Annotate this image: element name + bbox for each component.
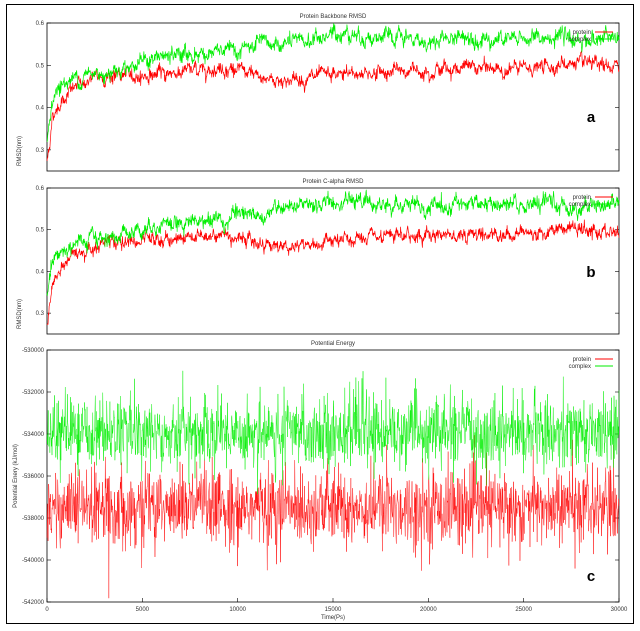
y-tick-label: -530000 xyxy=(22,348,45,354)
x-tick-label: 0 xyxy=(45,607,49,613)
y-tick-label: 0.3 xyxy=(36,148,45,154)
y-tick-label: -538000 xyxy=(22,516,45,522)
series-line-complex xyxy=(46,23,620,142)
panel-letter-a: a xyxy=(587,109,596,126)
x-tick-label: 30000 xyxy=(611,607,628,613)
panel-b: Protein C-alpha RMSD 0.3 0.4 0.5 0.6 RMSD(nm)… xyxy=(17,179,620,335)
panel-c: Potential Energy -530000 -532000 -534000 -53… xyxy=(13,341,628,621)
chart-title: Potential Energy xyxy=(311,341,355,347)
panel-a: Protein Backbone RMSD 0.3 0.4 0.5 0.6 RMSD(nm… xyxy=(17,14,620,172)
y-tick-label: -532000 xyxy=(22,390,45,396)
y-tick-label: 0.6 xyxy=(36,21,45,27)
y-tick-label: 0.5 xyxy=(36,63,45,69)
x-tick-label: 25000 xyxy=(515,607,532,613)
y-axis-label: Potential Enery (kJ/mol) xyxy=(13,444,19,508)
y-tick-label: 0.5 xyxy=(36,228,45,234)
series-line-protein xyxy=(46,434,620,599)
y-tick-label: -534000 xyxy=(22,432,45,438)
series-line-protein xyxy=(46,50,620,161)
x-tick-label: 20000 xyxy=(420,607,437,613)
plot-frame xyxy=(46,187,620,335)
series-line-complex xyxy=(46,189,620,296)
y-axis-label: RMSD(nm) xyxy=(17,299,23,329)
legend-label-complex: complex xyxy=(569,364,591,370)
chart-title: Protein Backbone RMSD xyxy=(300,14,367,20)
y-axis-label: RMSD(nm) xyxy=(17,136,23,166)
y-tick-label: 0.4 xyxy=(36,269,45,275)
y-tick-label: 0.4 xyxy=(36,106,45,112)
chart-canvas: Protein Backbone RMSD 0.3 0.4 0.5 0.6 RMSD(nm… xyxy=(13,14,628,621)
legend-label-protein: protein xyxy=(573,357,591,363)
x-tick-label: 5000 xyxy=(136,607,150,613)
x-tick-label: 15000 xyxy=(325,607,342,613)
figure-frame: Protein Backbone RMSD 0.3 0.4 0.5 0.6 RMSD(nm… xyxy=(6,4,634,624)
y-tick-label: -542000 xyxy=(22,600,45,606)
legend-label-complex: complex xyxy=(569,202,591,208)
y-tick-label: -540000 xyxy=(22,558,45,564)
x-axis-label: Time(Ps) xyxy=(321,615,345,621)
chart-title: Protein C-alpha RMSD xyxy=(302,179,364,185)
series-line-complex xyxy=(46,370,620,495)
y-tick-label: -536000 xyxy=(22,474,45,480)
panel-letter-b: b xyxy=(586,264,595,281)
y-tick-label: 0.3 xyxy=(36,311,45,317)
panel-letter-c: c xyxy=(587,568,595,585)
legend-label-protein: protein xyxy=(573,195,591,201)
plot-frame xyxy=(46,22,620,172)
x-tick-label: 10000 xyxy=(229,607,246,613)
legend-label-complex: complex xyxy=(569,37,591,43)
legend-label-protein: protein xyxy=(573,30,591,36)
y-tick-label: 0.6 xyxy=(36,186,45,192)
